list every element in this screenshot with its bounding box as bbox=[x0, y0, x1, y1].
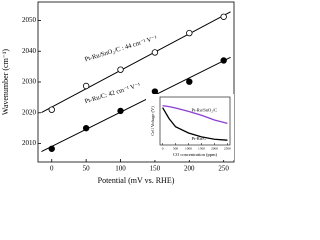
x-tick-label: 200 bbox=[184, 165, 195, 173]
data-line bbox=[162, 107, 228, 141]
x-axis-label: CO concentration (ppm) bbox=[173, 152, 217, 157]
data-point bbox=[117, 107, 124, 115]
data-point bbox=[82, 124, 90, 132]
fit-line bbox=[41, 11, 231, 113]
y-tick-label: 2050 bbox=[22, 16, 37, 24]
y-tick-label: 2020 bbox=[22, 108, 37, 116]
data-point bbox=[48, 106, 55, 113]
inset-background bbox=[146, 94, 234, 160]
fit-line bbox=[41, 56, 231, 153]
y-tick-label: 2040 bbox=[22, 47, 37, 55]
x-axis-label: Potential (mV vs. RHE) bbox=[98, 176, 175, 185]
data-line bbox=[162, 104, 228, 125]
x-tick-label: 100 bbox=[115, 165, 126, 173]
x-tick-label: 500 bbox=[173, 146, 179, 150]
x-tick-label: 1000 bbox=[185, 146, 192, 150]
y-tick-label: 2030 bbox=[22, 78, 37, 86]
x-tick-label: 0 bbox=[162, 146, 164, 150]
data-point bbox=[117, 66, 124, 73]
data-point bbox=[186, 29, 193, 37]
x-tick-label: 250 bbox=[218, 165, 229, 173]
x-tick-label: 2500 bbox=[224, 146, 231, 150]
x-tick-label: 1500 bbox=[198, 146, 205, 150]
series-label: Pt-Ru/SnO₂/C bbox=[192, 107, 218, 112]
figure: 0 50 100 150 200 250 2010 2020 2030 2040 2050 Poten… bbox=[1, 1, 235, 185]
data-point bbox=[151, 49, 159, 56]
x-tick-label: 150 bbox=[150, 165, 161, 173]
y-axis-label: Wavenumber (cm⁻¹) bbox=[1, 49, 10, 116]
data-point bbox=[220, 57, 227, 64]
x-tick-label: 50 bbox=[83, 165, 91, 173]
y-axis-label: Cell Voltage (V) bbox=[150, 106, 155, 136]
data-point bbox=[186, 78, 193, 85]
data-point bbox=[82, 82, 90, 90]
data-point bbox=[220, 13, 227, 20]
data-point bbox=[48, 145, 55, 152]
data-point bbox=[151, 88, 159, 95]
inset-frame bbox=[159, 96, 231, 146]
y-tick-label: 2010 bbox=[22, 139, 37, 147]
annotation: Pt-Ru/SnO₂/C : 44 cm⁻¹ V⁻¹ bbox=[84, 35, 158, 64]
x-tick-label: 2000 bbox=[211, 146, 218, 150]
x-tick-label: 0 bbox=[50, 165, 54, 173]
series-label: Pt-Ru/C bbox=[192, 136, 207, 141]
